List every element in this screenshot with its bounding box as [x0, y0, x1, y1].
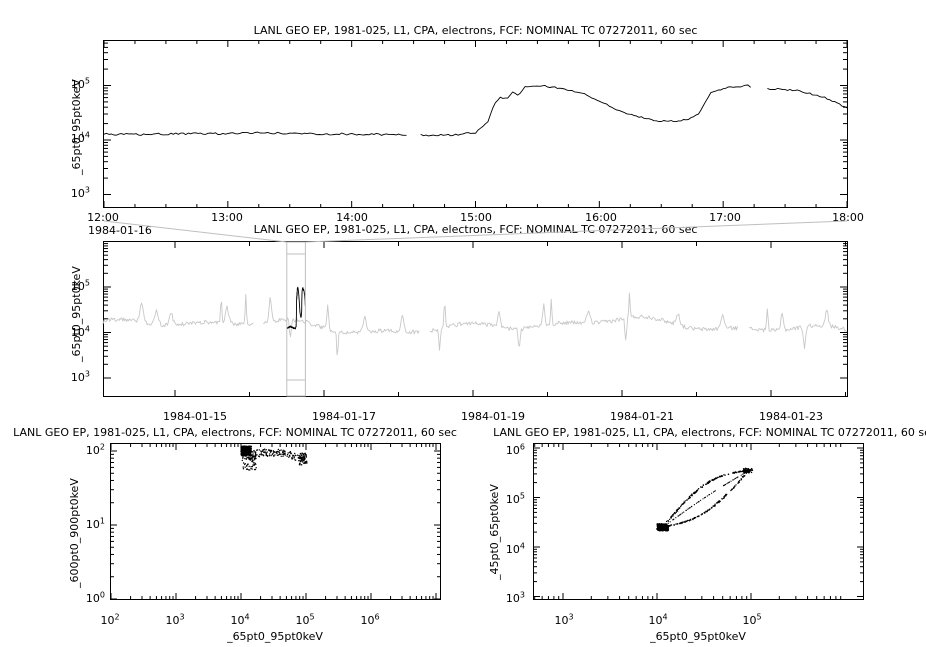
context-ytick-1e5: 105 [70, 278, 90, 293]
context-tick-marks [104, 241, 847, 396]
detail-panel-title: LANL GEO EP, 1981-025, L1, CPA, electron… [253, 24, 698, 37]
detail-xtick-4: 16:00 [585, 211, 617, 224]
scatter-right-ytick-1e6: 106 [505, 442, 525, 457]
scatter-right-xtick-1e5: 105 [742, 612, 762, 627]
detail-data-trace [103, 84, 848, 137]
context-xtick-1: 1984-01-17 [312, 410, 376, 423]
context-data-trace [101, 286, 847, 356]
context-xtick-3: 1984-01-21 [610, 410, 674, 423]
scatter-right-ytick-1e4: 104 [505, 541, 525, 556]
context-xtick-0: 1984-01-15 [163, 410, 227, 423]
scatter-right-x-axis-label: _65pt0_95pt0keV [650, 630, 746, 643]
scatter-left-x-axis-label: _65pt0_95pt0keV [227, 630, 323, 643]
detail-plot-frame [103, 40, 848, 208]
detail-xtick-3: 15:00 [460, 211, 492, 224]
context-plot-frame [103, 241, 848, 397]
scatter-right-plot-frame [533, 443, 864, 600]
scatter-right-ytick-1e5: 105 [505, 491, 525, 506]
detail-ytick-1e4: 104 [70, 130, 90, 145]
context-panel-title: LANL GEO EP, 1981-025, L1, CPA, electron… [253, 223, 698, 236]
scatter-left-ytick-1e0: 100 [85, 590, 105, 605]
detail-tick-marks [103, 41, 848, 207]
scatter-left-xtick-1e4: 104 [230, 612, 250, 627]
scatter-right-xtick-1e4: 104 [648, 612, 668, 627]
scatter-left-ytick-1e2: 102 [85, 442, 105, 457]
scatter-left-xtick-1e6: 106 [360, 612, 380, 627]
scatter-left-plot-frame [110, 443, 441, 600]
detail-ytick-1e5: 105 [70, 76, 90, 91]
detail-date-label: 1984-01-16 [88, 224, 152, 237]
scatter-right-points [656, 467, 754, 532]
scatter-left-panel-title: LANL GEO EP, 1981-025, L1, CPA, electron… [13, 426, 457, 439]
zoom-window-indicator [103, 220, 848, 397]
context-xtick-4: 1984-01-23 [759, 410, 823, 423]
scatter-right-xtick-1e3: 103 [554, 612, 574, 627]
context-ytick-1e3: 103 [70, 369, 90, 384]
scatter-left-tick-marks [110, 444, 440, 600]
scatter-left-xtick-1e3: 103 [165, 612, 185, 627]
scatter-right-ytick-1e3: 103 [505, 590, 525, 605]
detail-xtick-0: 12:00 [87, 211, 119, 224]
scatter-left-points [240, 445, 308, 471]
detail-xtick-5: 17:00 [709, 211, 741, 224]
context-ytick-1e4: 104 [70, 324, 90, 339]
detail-xtick-2: 14:00 [336, 211, 368, 224]
scatter-left-xtick-1e2: 102 [100, 612, 120, 627]
scatter-right-tick-marks [534, 444, 863, 599]
scatter-right-panel-title: LANL GEO EP, 1981-025, L1, CPA, electron… [493, 426, 926, 439]
scatter-left-ytick-1e1: 101 [85, 516, 105, 531]
detail-xtick-1: 13:00 [211, 211, 243, 224]
scatter-left-xtick-1e5: 105 [295, 612, 315, 627]
detail-xtick-6: 18:00 [832, 211, 864, 224]
context-xtick-2: 1984-01-19 [461, 410, 525, 423]
detail-ytick-1e3: 103 [70, 185, 90, 200]
